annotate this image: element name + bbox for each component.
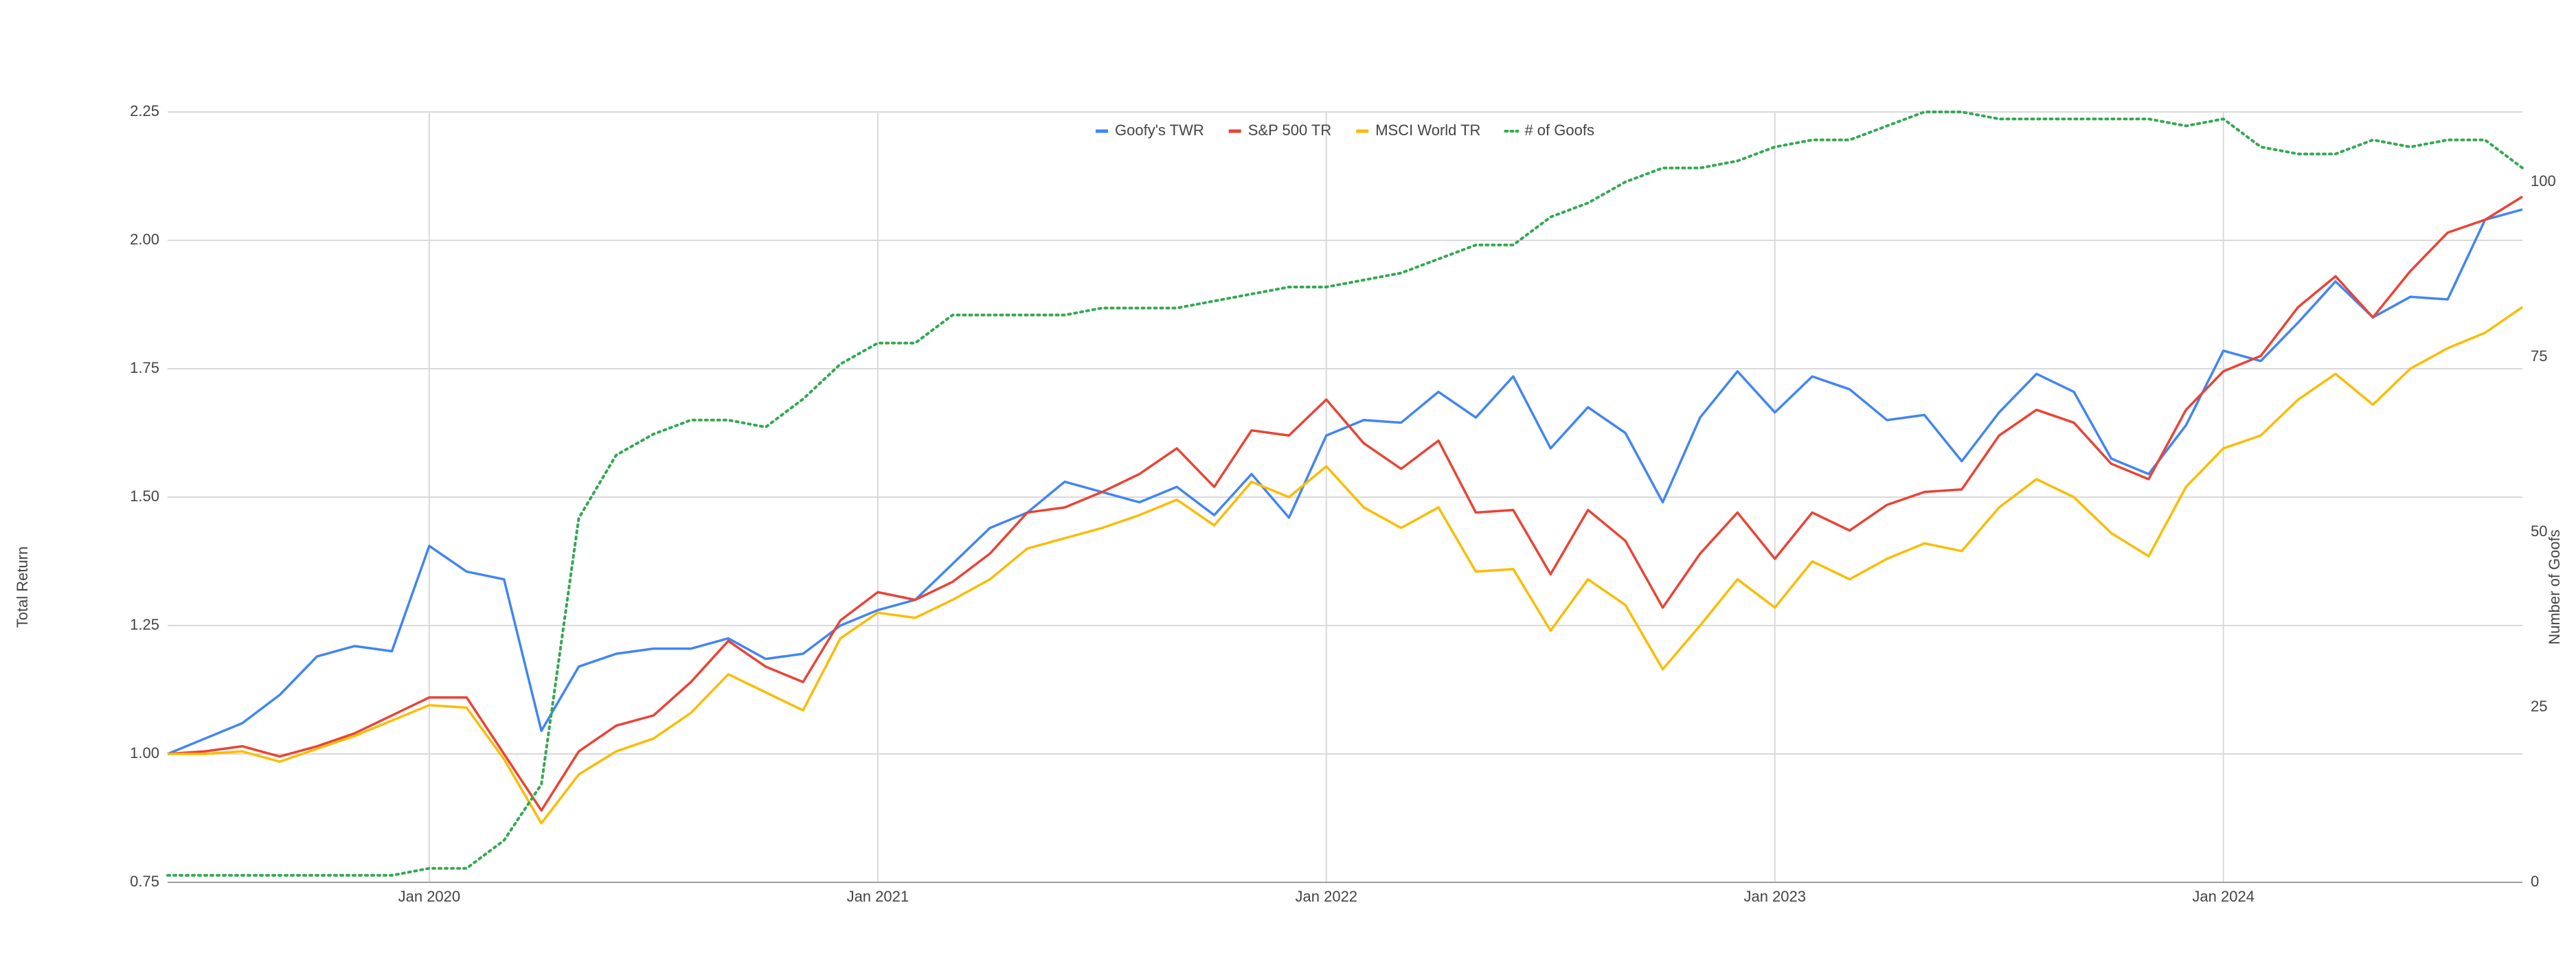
series-line: [166, 111, 2524, 877]
y-axis-title: Total Return: [14, 547, 31, 628]
y2-tick-label: 100: [2531, 172, 2556, 190]
series-line: [167, 208, 2523, 755]
y2-tick-label: 25: [2531, 698, 2547, 715]
legend-item: S&P 500 TR: [1228, 122, 1331, 139]
series-line: [167, 195, 2523, 812]
y-tick-label: 1.00: [130, 744, 159, 761]
y-tick-label: 2.25: [130, 102, 159, 119]
legend-item: Goofy's TWR: [1096, 122, 1204, 139]
y-tick-label: 0.75: [130, 873, 159, 890]
x-tick-label: Jan 2020: [398, 888, 461, 905]
x-tick-label: Jan 2021: [847, 888, 909, 905]
y-tick-label: 1.25: [130, 616, 159, 633]
y-tick-label: 2.00: [130, 231, 159, 248]
y2-tick-label: 75: [2531, 347, 2547, 365]
legend-item: # of Goofs: [1504, 122, 1594, 139]
series-line: [168, 306, 2523, 825]
legend-label: # of Goofs: [1524, 122, 1594, 139]
legend-label: MSCI World TR: [1375, 122, 1480, 139]
x-tick-label: Jan 2023: [1743, 888, 1806, 905]
legend: Goofy's TWR S&P 500 TR MSCI World TR # of G…: [1096, 122, 1594, 139]
y-tick-label: 1.75: [130, 359, 159, 376]
legend-label: S&P 500 TR: [1248, 122, 1331, 139]
legend-item: MSCI World TR: [1356, 122, 1480, 139]
x-tick-label: Jan 2022: [1296, 888, 1358, 905]
y2-tick-label: 50: [2531, 523, 2547, 540]
y2-tick-label: 0: [2531, 873, 2539, 890]
y-tick-label: 1.50: [130, 488, 159, 505]
legend-label: Goofy's TWR: [1115, 122, 1204, 139]
y2-axis-title: Number of Goofs: [2546, 529, 2563, 645]
x-tick-label: Jan 2024: [2192, 888, 2255, 905]
